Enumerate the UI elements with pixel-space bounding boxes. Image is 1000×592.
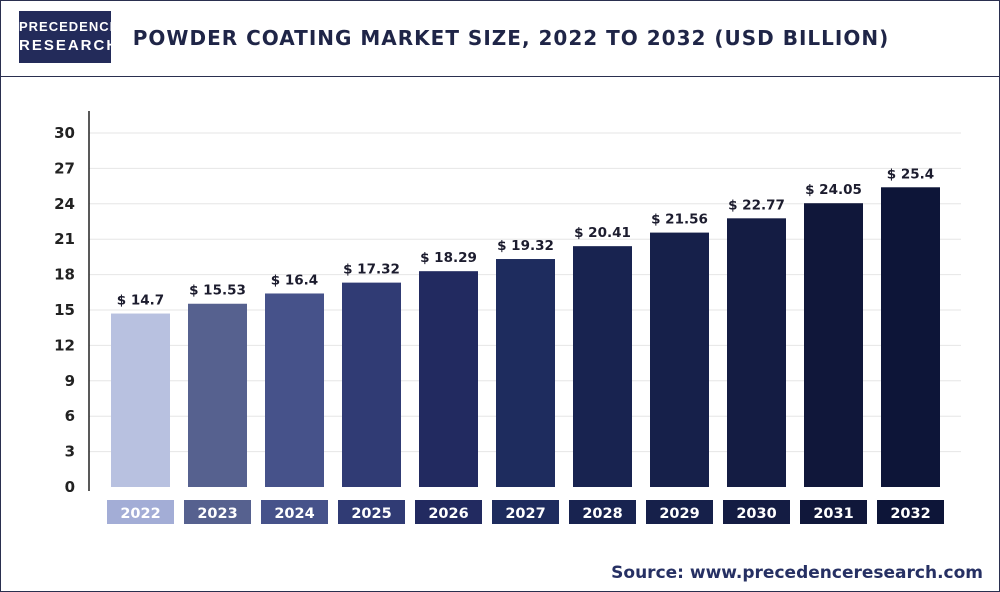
x-label-box-2023 [184,500,251,524]
bar-2027 [496,259,555,487]
x-label-box-2028 [569,500,636,524]
x-tick-label-2031: 2031 [813,506,853,522]
data-label-2022: $ 14.7 [117,293,164,309]
y-tick-label: 30 [54,124,75,142]
data-label-2025: $ 17.32 [343,262,400,278]
x-tick-label-2027: 2027 [505,506,545,522]
x-tick-label-2032: 2032 [890,506,930,522]
x-tick-label-2025: 2025 [351,506,391,522]
y-tick-label: 3 [65,443,75,461]
data-label-2024: $ 16.4 [271,272,318,288]
y-tick-label: 9 [65,372,75,390]
source-text: Source: www.precedenceresearch.com [611,563,983,583]
y-tick-label: 12 [54,336,75,354]
logo-line1: PRECEDENCE [19,19,120,34]
x-tick-label-2022: 2022 [120,506,160,522]
bar-2022 [111,313,170,487]
bar-2023 [188,303,247,487]
data-label-2023: $ 15.53 [189,283,246,299]
data-label-2030: $ 22.77 [728,197,785,213]
y-tick-label: 6 [65,407,75,425]
x-label-box-2029 [646,500,713,524]
y-tick-label: 18 [54,266,75,284]
x-label-box-2030 [723,500,790,524]
header: PRECEDENCE RESEARCH POWDER COATING MARKE… [1,1,999,77]
x-tick-label-2029: 2029 [659,506,699,522]
y-tick-label: 27 [54,159,75,177]
x-label-box-2022 [107,500,174,524]
data-label-2027: $ 19.32 [497,238,554,254]
data-label-2028: $ 20.41 [574,225,631,241]
bar-2026 [419,271,478,487]
x-tick-label-2024: 2024 [274,506,314,522]
x-tick-label-2028: 2028 [582,506,622,522]
x-label-box-2031 [800,500,867,524]
bar-2032 [881,187,940,487]
x-label-box-2027 [492,500,559,524]
logo-line2: RESEARCH [19,37,120,54]
x-label-box-2026 [415,500,482,524]
bar-2031 [804,203,863,487]
bar-2024 [265,293,324,487]
data-label-2029: $ 21.56 [651,212,708,228]
y-tick-label: 24 [54,195,75,213]
chart-title: POWDER COATING MARKET SIZE, 2022 TO 2032… [132,26,890,50]
x-label-box-2032 [877,500,944,524]
y-tick-label: 21 [54,230,75,248]
y-tick-label: 15 [54,301,75,319]
y-tick-label: 0 [65,478,75,496]
logo: PRECEDENCE RESEARCH [19,11,120,63]
bar-2025 [342,282,401,487]
data-label-2026: $ 18.29 [420,250,477,266]
data-label-2032: $ 25.4 [887,166,934,182]
data-label-2031: $ 24.05 [805,182,862,198]
x-label-box-2024 [261,500,328,524]
bar-2029 [650,232,709,487]
x-tick-label-2026: 2026 [428,506,468,522]
bar-2030 [727,218,786,487]
x-label-box-2025 [338,500,405,524]
bar-2028 [573,246,632,487]
x-tick-label-2030: 2030 [736,506,776,522]
x-tick-label-2023: 2023 [197,506,237,522]
